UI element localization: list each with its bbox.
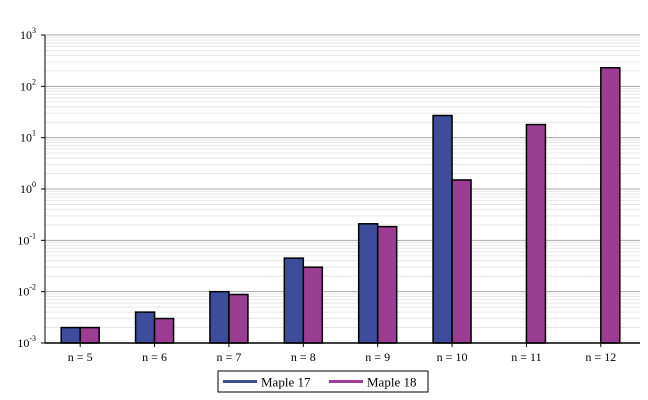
bar-maple-18 xyxy=(451,179,472,344)
y-tick-label: 10-1 xyxy=(17,231,36,247)
y-tick-label: 102 xyxy=(20,77,36,93)
x-tick-label: n = 10 xyxy=(437,350,468,364)
bars xyxy=(60,67,621,344)
x-tick-label: n = 8 xyxy=(291,350,316,364)
y-axis: 10-3 10-2 10-1 100 101 102 103 xyxy=(17,26,46,350)
bar-maple-18 xyxy=(153,317,175,344)
legend-label: Maple 17 xyxy=(261,375,311,390)
bar-maple-18 xyxy=(302,266,324,344)
x-axis: n = 5 n = 6 n = 7 n = 8 n = 9 n = 10 n = 11 n =… xyxy=(45,342,640,364)
x-tick-label: n = 11 xyxy=(511,350,541,364)
y-tick-label: 101 xyxy=(20,129,36,145)
legend-label: Maple 18 xyxy=(367,375,416,390)
x-tick-label: n = 6 xyxy=(142,350,167,364)
x-tick-label: n = 9 xyxy=(365,350,390,364)
bar-maple-18 xyxy=(525,123,547,344)
legend: Maple 17 Maple 18 xyxy=(217,370,429,393)
legend-box xyxy=(217,370,429,393)
bar-maple-17 xyxy=(432,114,453,344)
bar-maple-17 xyxy=(134,311,156,344)
bar-maple-17 xyxy=(209,290,230,344)
bar-maple-18 xyxy=(376,225,398,344)
y-tick-label: 10-3 xyxy=(17,334,36,350)
bar-maple-18 xyxy=(79,326,100,344)
bar-maple-17 xyxy=(60,326,81,344)
x-tick-label: n = 5 xyxy=(68,350,93,364)
x-tick-label: n = 12 xyxy=(585,350,616,364)
bar-maple-17 xyxy=(357,223,379,344)
bar-maple-17 xyxy=(283,257,305,344)
grid-lines xyxy=(45,34,640,344)
bar-maple-18 xyxy=(228,293,249,344)
bar-maple-18 xyxy=(600,67,621,344)
y-tick-label: 103 xyxy=(20,26,36,42)
y-tick-label: 10-2 xyxy=(17,283,36,299)
y-tick-label: 100 xyxy=(20,180,36,196)
x-tick-label: n = 7 xyxy=(217,350,242,364)
